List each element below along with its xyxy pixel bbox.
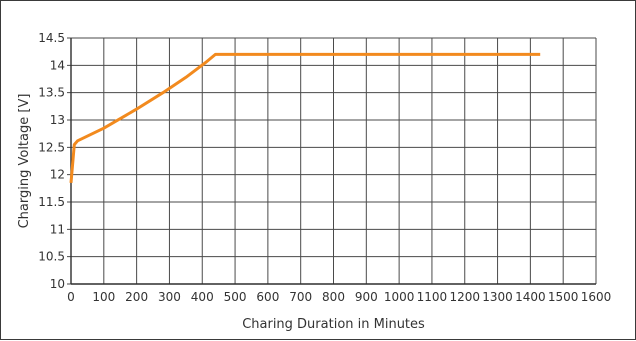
x-tick-label: 1000 bbox=[384, 290, 415, 304]
y-tick-label: 14.5 bbox=[38, 31, 65, 45]
axes bbox=[70, 38, 596, 285]
x-tick-label: 400 bbox=[191, 290, 214, 304]
x-tick-label: 900 bbox=[355, 290, 378, 304]
y-tick-label: 12.5 bbox=[38, 140, 65, 154]
x-tick-label: 200 bbox=[125, 290, 148, 304]
x-tick-label: 700 bbox=[289, 290, 312, 304]
x-tick-label: 300 bbox=[158, 290, 181, 304]
y-tick-label: 13.5 bbox=[38, 86, 65, 100]
x-axis-label: Charing Duration in Minutes bbox=[242, 317, 425, 332]
grid-lines bbox=[67, 37, 597, 285]
x-tick-label: 1300 bbox=[482, 290, 513, 304]
x-tick-label: 0 bbox=[67, 290, 75, 304]
y-tick-label: 10 bbox=[50, 277, 65, 291]
y-tick-label: 10.5 bbox=[38, 250, 65, 264]
y-tick-label: 12 bbox=[50, 168, 65, 182]
y-axis-label: Charging Voltage [V] bbox=[17, 94, 32, 229]
x-tick-label: 1100 bbox=[417, 290, 448, 304]
x-tick-label: 1600 bbox=[581, 290, 612, 304]
x-tick-labels: 0 100 200 300 400 500 600 700 800 900 1000 1100 1200… bbox=[67, 290, 611, 304]
x-tick-label: 800 bbox=[322, 290, 345, 304]
series-line bbox=[69, 52, 541, 184]
y-tick-label: 11.5 bbox=[38, 195, 65, 209]
y-tick-labels: 10 10.5 11 11.5 12 12.5 13 13.5 14 14.5 bbox=[38, 31, 65, 291]
x-tick-label: 600 bbox=[256, 290, 279, 304]
x-tick-label: 1500 bbox=[548, 290, 579, 304]
y-tick-label: 14 bbox=[50, 58, 65, 72]
x-tick-label: 100 bbox=[92, 290, 115, 304]
y-tick-label: 13 bbox=[50, 113, 65, 127]
x-tick-label: 1400 bbox=[515, 290, 546, 304]
series-layer bbox=[69, 52, 541, 184]
x-tick-label: 500 bbox=[224, 290, 247, 304]
x-tick-label: 1200 bbox=[449, 290, 480, 304]
y-tick-label: 11 bbox=[50, 222, 65, 236]
